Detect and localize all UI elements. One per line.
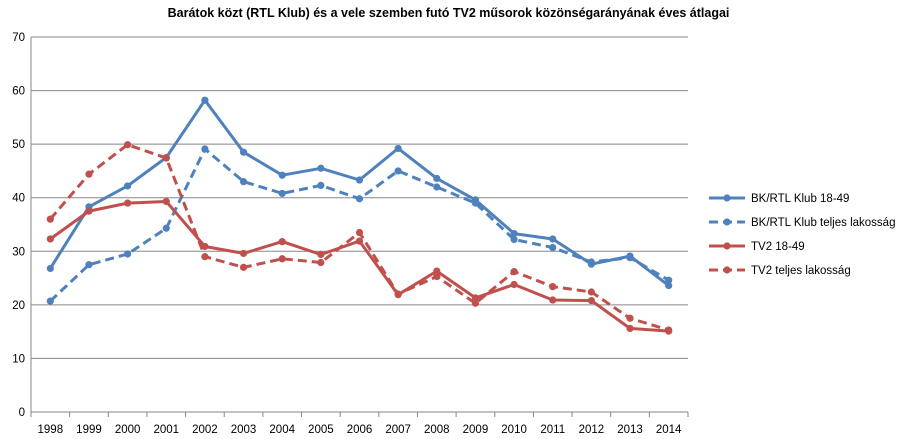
data-point: [46, 264, 54, 273]
data-point: [665, 276, 673, 284]
data-point: [278, 171, 286, 179]
x-tick-label: 2012: [579, 424, 605, 436]
legend-swatch-marker: [723, 266, 731, 274]
data-point: [162, 197, 170, 206]
legend-label: BK/RTL Klub teljes lakosság: [751, 217, 895, 229]
x-tick-label: 2013: [617, 424, 643, 436]
data-point: [433, 267, 441, 275]
data-point: [510, 280, 518, 289]
data-point: [549, 283, 557, 291]
data-point: [549, 235, 557, 243]
y-tick-label: 40: [12, 193, 25, 205]
series-line-3: [49, 143, 670, 332]
data-point: [355, 237, 364, 245]
legend-label: BK/RTL Klub 18-49: [751, 193, 849, 205]
data-point: [317, 181, 325, 189]
data-point: [355, 176, 364, 184]
data-point: [665, 281, 673, 290]
x-tick-label: 2005: [308, 424, 334, 436]
data-point: [124, 141, 132, 149]
data-point: [278, 189, 286, 198]
data-point: [201, 145, 209, 153]
data-point: [626, 324, 634, 333]
data-point: [46, 215, 54, 223]
data-point: [587, 296, 595, 305]
x-tick-label: 2003: [231, 424, 257, 436]
y-tick-label: 20: [12, 300, 25, 312]
y-tick-label: 50: [12, 139, 25, 151]
data-point: [278, 255, 286, 263]
data-point: [317, 164, 325, 172]
data-point: [394, 144, 402, 153]
legend-swatch-marker: [723, 242, 731, 250]
x-tick-label: 1998: [38, 424, 64, 436]
data-point: [124, 250, 132, 258]
data-point: [201, 253, 209, 261]
y-tick-label: 0: [19, 407, 25, 419]
x-tick-label: 2009: [463, 424, 489, 436]
data-point: [471, 199, 480, 207]
data-point: [433, 183, 441, 191]
data-point: [471, 294, 480, 302]
x-tick-label: 2004: [269, 424, 295, 436]
x-tick-label: 2014: [656, 424, 682, 436]
y-tick-label: 30: [12, 246, 25, 258]
data-point: [239, 148, 248, 156]
legend-swatch-marker: [723, 194, 731, 202]
x-tick-label: 1999: [76, 424, 102, 436]
data-point: [355, 195, 364, 203]
legend-label: TV2 teljes lakosság: [751, 265, 851, 277]
data-point: [124, 199, 132, 207]
y-tick-label: 60: [12, 86, 25, 98]
series-line-2: [49, 200, 669, 333]
data-point: [355, 228, 364, 237]
data-point: [239, 263, 248, 271]
series-line-1: [49, 147, 670, 303]
x-tick-label: 2007: [385, 424, 411, 436]
data-point: [549, 243, 557, 252]
data-point: [278, 238, 286, 246]
x-tick-label: 2011: [540, 424, 565, 436]
data-point: [46, 235, 54, 243]
data-point: [46, 297, 54, 305]
legend-swatch-marker: [723, 218, 731, 226]
data-point: [317, 258, 325, 267]
data-point: [433, 272, 441, 281]
y-tick-label: 10: [12, 353, 25, 365]
data-point: [510, 235, 518, 244]
data-point: [162, 154, 170, 162]
data-point: [317, 250, 325, 259]
x-tick-label: 2010: [501, 424, 527, 436]
x-tick-label: 2000: [115, 424, 141, 436]
data-point: [85, 170, 93, 178]
data-point: [433, 174, 441, 183]
chart-title: Barátok közt (RTL Klub) és a vele szembe…: [167, 6, 730, 20]
data-point: [239, 178, 248, 186]
data-point: [587, 258, 595, 266]
data-point: [85, 261, 93, 269]
data-point: [587, 288, 595, 296]
data-point: [510, 230, 518, 238]
data-point: [124, 182, 132, 190]
legend-label: TV2 18-49: [751, 241, 805, 253]
x-tick-label: 2006: [347, 424, 373, 436]
y-tick-label: 70: [12, 32, 25, 44]
data-point: [239, 249, 248, 258]
data-point: [85, 207, 93, 215]
data-point: [626, 254, 634, 262]
x-tick-label: 2001: [153, 424, 179, 436]
data-point: [510, 268, 518, 276]
x-tick-label: 2002: [192, 424, 218, 436]
data-point: [162, 224, 170, 232]
x-tick-label: 2008: [424, 424, 450, 436]
data-point: [471, 299, 480, 307]
data-point: [394, 167, 402, 175]
data-point: [394, 290, 402, 298]
data-point: [626, 314, 634, 322]
data-point: [549, 296, 557, 304]
data-point: [665, 326, 673, 334]
data-point: [201, 96, 209, 104]
